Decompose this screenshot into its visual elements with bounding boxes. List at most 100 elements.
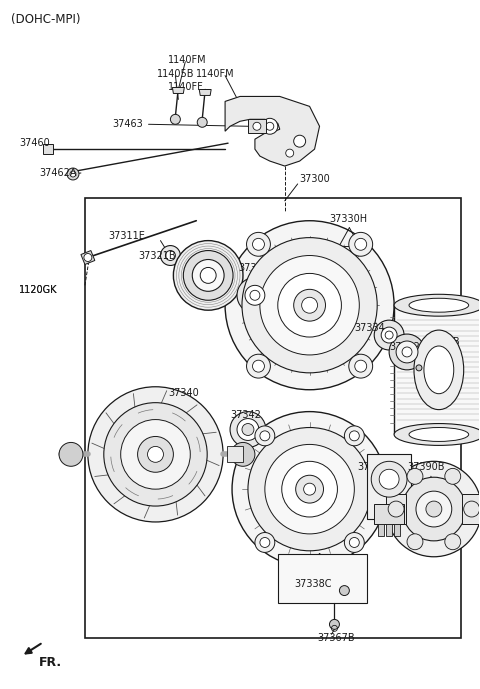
Circle shape [294, 289, 325, 321]
Circle shape [407, 469, 423, 484]
Circle shape [192, 260, 224, 291]
Circle shape [247, 354, 270, 378]
Circle shape [252, 238, 264, 250]
Ellipse shape [424, 346, 454, 393]
Ellipse shape [409, 427, 468, 442]
Text: 37330H: 37330H [329, 214, 368, 224]
Bar [394, 305, 480, 435]
Circle shape [282, 462, 337, 517]
Bar [278, 554, 367, 604]
Circle shape [84, 254, 92, 262]
Circle shape [225, 220, 394, 390]
Circle shape [374, 320, 404, 350]
Circle shape [445, 469, 461, 484]
Text: 37462A: 37462A [39, 168, 77, 178]
Bar [227, 446, 243, 462]
Circle shape [278, 274, 341, 337]
Circle shape [197, 117, 207, 127]
Text: 37311E: 37311E [109, 231, 145, 240]
Circle shape [166, 251, 175, 260]
Circle shape [349, 232, 372, 256]
Circle shape [160, 245, 180, 265]
Circle shape [386, 462, 480, 557]
Circle shape [355, 360, 367, 372]
Text: 37370B: 37370B [357, 462, 395, 472]
Text: 1140FM: 1140FM [196, 69, 235, 79]
Bar [374, 504, 404, 524]
Circle shape [183, 251, 233, 300]
Text: 11405B: 11405B [156, 69, 194, 79]
Circle shape [255, 426, 275, 446]
Circle shape [355, 238, 367, 250]
Ellipse shape [394, 294, 480, 316]
Polygon shape [172, 88, 184, 94]
Circle shape [265, 444, 354, 534]
Circle shape [260, 431, 270, 441]
Circle shape [296, 475, 324, 503]
Circle shape [396, 341, 418, 363]
Text: 37332: 37332 [389, 342, 420, 352]
Text: 37300: 37300 [300, 174, 330, 184]
Circle shape [237, 419, 259, 440]
Circle shape [381, 327, 397, 343]
Circle shape [247, 232, 270, 256]
Ellipse shape [414, 330, 464, 410]
Circle shape [170, 114, 180, 124]
Text: 1120GK: 1120GK [19, 285, 58, 296]
Bar [248, 119, 266, 133]
Circle shape [260, 256, 360, 355]
Circle shape [232, 411, 387, 567]
Circle shape [426, 501, 442, 517]
Ellipse shape [409, 298, 468, 312]
Circle shape [242, 238, 377, 373]
Polygon shape [43, 144, 53, 154]
Circle shape [232, 103, 242, 114]
Circle shape [230, 411, 266, 447]
Text: 37340: 37340 [168, 388, 199, 398]
Circle shape [416, 365, 422, 371]
Bar [386, 524, 392, 536]
Ellipse shape [394, 424, 480, 445]
Circle shape [344, 426, 364, 446]
Bar [462, 494, 480, 524]
Circle shape [416, 491, 452, 527]
Text: FR.: FR. [39, 656, 62, 668]
Circle shape [227, 99, 247, 119]
Bar [367, 454, 411, 519]
Circle shape [200, 267, 216, 283]
Circle shape [173, 240, 243, 310]
Polygon shape [81, 251, 95, 265]
Circle shape [329, 619, 339, 629]
Text: 37342: 37342 [230, 409, 261, 420]
Circle shape [407, 534, 423, 550]
Text: 37367B: 37367B [318, 633, 355, 644]
Circle shape [138, 436, 173, 472]
Circle shape [304, 483, 315, 495]
Text: 37390B: 37390B [407, 462, 444, 472]
Circle shape [231, 442, 255, 466]
Circle shape [349, 354, 372, 378]
Text: 37338C: 37338C [295, 579, 332, 588]
Circle shape [260, 537, 270, 548]
Circle shape [286, 149, 294, 157]
Bar [378, 524, 384, 536]
Circle shape [371, 462, 407, 497]
Circle shape [339, 586, 349, 595]
Circle shape [349, 431, 360, 441]
Circle shape [464, 501, 480, 517]
Bar [386, 494, 406, 524]
Circle shape [388, 501, 404, 517]
Text: 37460: 37460 [19, 138, 50, 148]
Circle shape [245, 285, 265, 305]
Circle shape [379, 469, 399, 489]
Polygon shape [199, 90, 211, 96]
Text: 37323: 37323 [238, 263, 269, 274]
Circle shape [88, 387, 223, 522]
Circle shape [301, 297, 318, 313]
Bar [85, 198, 461, 638]
Circle shape [67, 168, 79, 180]
Text: 1140FF: 1140FF [168, 83, 204, 92]
Circle shape [252, 360, 264, 372]
Circle shape [242, 424, 254, 435]
Circle shape [248, 427, 371, 551]
